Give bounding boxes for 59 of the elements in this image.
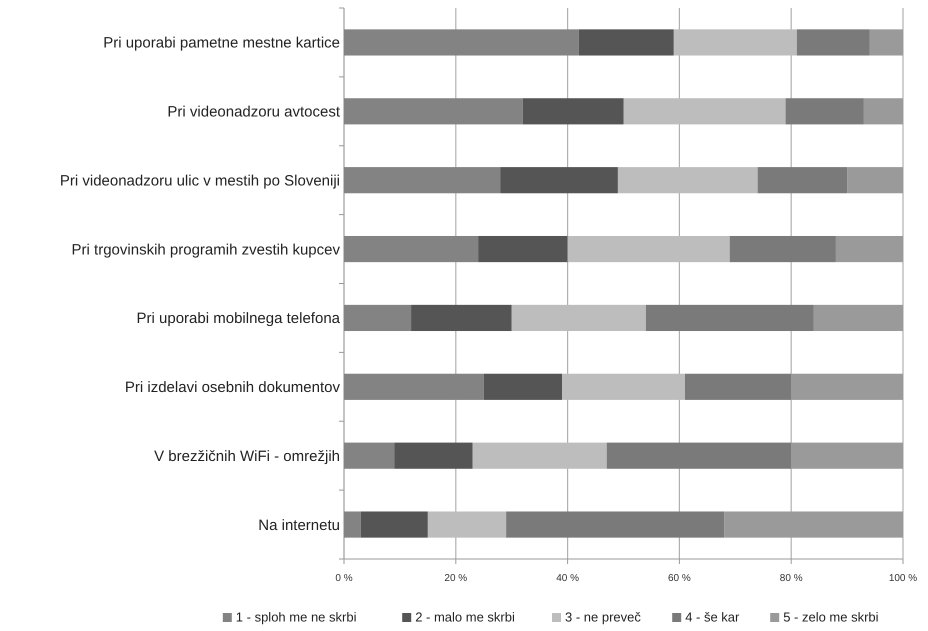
bar bbox=[478, 236, 568, 262]
x-tick-label: 100 % bbox=[888, 573, 918, 584]
bar bbox=[646, 304, 814, 332]
bar bbox=[344, 511, 361, 538]
x-tick-label: 60 % bbox=[668, 573, 691, 584]
bar bbox=[674, 29, 797, 56]
bar bbox=[428, 511, 506, 538]
bar bbox=[344, 236, 478, 262]
bar bbox=[562, 374, 685, 400]
bar bbox=[796, 29, 870, 56]
x-tick-label: 20 % bbox=[444, 573, 468, 584]
x-tick-label: 40 % bbox=[556, 573, 580, 584]
bar bbox=[578, 29, 674, 56]
bar bbox=[791, 374, 903, 400]
bar bbox=[786, 98, 864, 124]
bar bbox=[758, 167, 848, 194]
bar bbox=[568, 236, 730, 262]
bar bbox=[344, 98, 523, 124]
bar bbox=[606, 442, 792, 469]
y-tick-label: V brezžičnih WiFi - omrežjih bbox=[154, 448, 340, 465]
bar bbox=[836, 236, 903, 262]
bar bbox=[484, 374, 562, 400]
bar bbox=[394, 442, 473, 469]
y-tick-label: Pri videonadzoru avtocest bbox=[167, 104, 341, 121]
bar bbox=[512, 304, 646, 332]
bar bbox=[814, 304, 903, 332]
bar bbox=[411, 304, 512, 332]
legend-label: 5 - zelo me skrbi bbox=[783, 610, 879, 624]
y-tick-label: Pri videonadzoru ulic v mestih po Sloveniji bbox=[60, 172, 340, 190]
bar bbox=[500, 167, 618, 194]
bar bbox=[472, 442, 607, 469]
y-tick-label: Pri trgovinskih programih zvestih kupcev bbox=[72, 241, 340, 258]
bar bbox=[869, 29, 903, 56]
bar bbox=[360, 511, 428, 538]
bar bbox=[791, 442, 903, 469]
bar bbox=[344, 304, 412, 332]
bar bbox=[506, 511, 724, 538]
x-tick-label: 0 % bbox=[335, 573, 353, 584]
y-tick-label: Pri uporabi pametne mestne kartice bbox=[103, 34, 340, 52]
bar bbox=[344, 442, 394, 469]
bar bbox=[624, 98, 786, 124]
x-tick-label: 80 % bbox=[780, 573, 803, 584]
bar bbox=[344, 29, 579, 56]
legend-label: 3 - ne preveč bbox=[565, 610, 642, 624]
bar bbox=[730, 236, 836, 262]
bar bbox=[344, 167, 501, 194]
bar bbox=[684, 374, 792, 400]
bar bbox=[344, 374, 484, 400]
legend-label: 2 - malo me skrbi bbox=[415, 610, 515, 624]
legend-label: 4 - še kar bbox=[685, 610, 740, 624]
y-tick-label: Pri uporabi mobilnega telefona bbox=[136, 310, 341, 328]
bar bbox=[847, 167, 903, 194]
y-tick-label: Pri izdelavi osebnih dokumentov bbox=[124, 379, 340, 396]
bar bbox=[522, 98, 624, 124]
bar bbox=[724, 511, 903, 538]
bar bbox=[864, 98, 903, 124]
y-tick-label: Na internetu bbox=[258, 516, 340, 534]
bar bbox=[618, 167, 758, 194]
legend-label: 1 - sploh me ne skrbi bbox=[236, 610, 357, 624]
